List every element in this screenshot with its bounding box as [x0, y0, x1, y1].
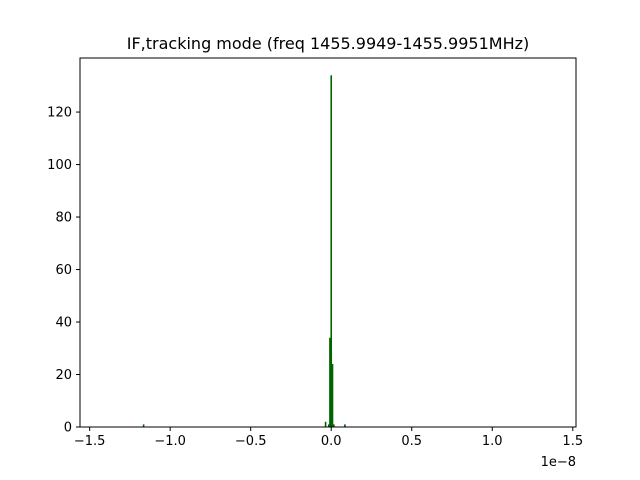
histogram-bar-0: [142, 424, 145, 427]
y-tick-label: 20: [55, 368, 72, 383]
histogram-bar-5: [331, 364, 334, 427]
y-tick-label: 60: [55, 263, 72, 278]
histogram-bar-3: [329, 337, 331, 427]
y-tick-label: 120: [47, 106, 72, 121]
y-tick-label: 0: [64, 421, 72, 436]
plot-frame: [79, 57, 577, 428]
x-tick-label: 0.0: [321, 434, 342, 449]
histogram-bar-6: [332, 424, 335, 427]
y-axis: 0 20 40 60 80 100 120: [47, 106, 80, 436]
histogram-bar-7: [344, 424, 346, 427]
histogram-bar-4: [330, 75, 333, 427]
x-tick-label: −0.5: [235, 434, 267, 449]
y-tick-label: 80: [55, 211, 72, 226]
bars-group: [142, 75, 346, 427]
x-tick-label: 0.5: [401, 434, 422, 449]
y-tick-label: 40: [55, 316, 72, 331]
histogram-bar-2: [328, 424, 330, 427]
histogram-bar-1: [324, 421, 327, 427]
x-tick-label: −1.5: [74, 434, 106, 449]
x-offset-label: 1e−8: [541, 455, 576, 470]
y-tick-label: 100: [47, 158, 72, 173]
x-tick-label: 1.5: [562, 434, 583, 449]
x-tick-label: −1.0: [154, 434, 186, 449]
x-tick-label: 1.0: [482, 434, 503, 449]
chart-title: IF,tracking mode (freq 1455.9949-1455.99…: [127, 34, 530, 53]
x-axis: −1.5 −1.0 −0.5 0.0 0.5 1.0 1.5: [74, 427, 583, 449]
